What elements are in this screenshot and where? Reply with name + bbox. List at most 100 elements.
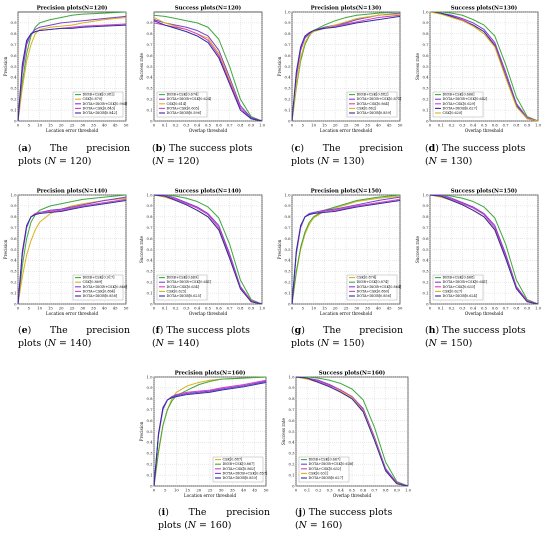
caption-text: plots ( [18,155,48,167]
y-tick-label: 1.0 [284,9,291,14]
y-tick-label: 0.7 [10,225,17,230]
y-tick-label: 0.4 [10,75,17,80]
chart-svg-c: 0 5 10 15 20 25 30 35 40 45 50 0 0.1 0.2 0.3 0.4 0.5 0.6 0… [277,5,403,134]
y-tick-label: 0.4 [284,258,291,263]
x-axis-label: Location error threshold [46,311,99,316]
chart-panel-j: 0 0.1 0.2 0.3 0.4 0.5 0.6 0.7 0.8 0.9 1.0 0 0.1 0.2 0.… [280,367,412,502]
y-tick-label: 0 [292,483,295,488]
y-tick-label: 0.8 [146,214,153,219]
series-line [17,11,127,122]
y-axis-label: Success rate [139,52,144,80]
series-line [291,199,401,305]
caption-letter: j [298,507,303,518]
y-axis-label: Success rate [415,235,420,263]
legend-label: CSK[0.614] [167,102,187,106]
x-tick-label: 0.5 [481,123,488,128]
chart-title: Precision plots(N=150) [311,188,382,195]
chart-title: Precision plots(N=130) [311,5,382,12]
y-tick-label: 0.8 [284,31,291,36]
legend-box [346,274,398,301]
x-tick-label: 0.1 [162,306,168,311]
x-tick-label: 0.6 [216,123,223,128]
caption-text: plots ( [18,337,48,349]
y-tick-label: 0.6 [284,236,291,241]
legend-label: DIOB+CSK[0.668] [443,276,476,280]
y-axis-label: Precision [277,56,282,76]
x-tick-label: 0.3 [183,123,190,128]
legend-label: DOTA+DIOB[0.625] [167,294,202,298]
legend-label: DOTA+DIOB+CSK[0.866] [83,285,129,289]
x-tick-label: 30 [80,123,85,128]
x-tick-label: 45 [387,123,392,128]
x-tick-label: 15 [322,123,327,128]
y-tick-label: 0.8 [146,31,153,36]
y-tick-label: 0.7 [146,225,153,230]
y-tick-label: 0.1 [10,107,16,112]
caption-letter: d [428,143,436,154]
x-tick-label: 40 [102,306,107,311]
legend-label: CSK[0.631] [309,471,329,475]
caption-letter: c [294,143,301,154]
x-axis-label: Location error threshold [46,128,99,133]
legend-label: DOTA+CSK[0.864] [83,289,116,293]
y-tick-label: 1.0 [284,192,291,197]
y-axis-label: Precision [3,239,8,259]
legend-label: DOTA+CSK[0.632] [309,467,342,471]
legend-label: DIOB+CSK[0.981] [83,93,116,97]
x-tick-label: 40 [376,306,381,311]
caption-c: (c) The precision plots (N = 130) [291,143,403,167]
x-axis-label: Overlap threshold [465,128,504,133]
x-axis-label: Overlap threshold [189,311,228,316]
x-tick-label: 1.0 [535,306,542,311]
x-tick-label: 0.8 [237,306,244,311]
caption-text: The success plots [308,507,393,518]
caption-text: The success plots [442,325,526,336]
y-tick-label: 0.2 [422,97,429,102]
y-tick-label: 0.1 [284,290,290,295]
series-line [430,194,539,305]
legend-label: DOTA+CSK[0.634] [167,285,200,289]
x-tick-label: 0.2 [315,488,322,493]
x-tick-label: 0.4 [338,488,345,493]
series-line [153,381,267,487]
legend-label: DOTA+DIOB[0.596] [167,111,202,115]
y-tick-label: 0.2 [10,97,17,102]
y-tick-label: 0.7 [422,42,429,47]
y-tick-label: 0 [150,301,153,306]
x-tick-label: 30 [354,123,359,128]
x-tick-label: 5 [302,306,305,311]
caption-n: N [155,337,164,349]
x-tick-label: 0.7 [227,306,234,311]
x-tick-label: 30 [80,306,85,311]
caption-n-value: = 140) [163,337,200,349]
y-tick-label: 0.8 [10,31,17,36]
y-tick-label: 0.9 [146,20,153,25]
y-tick-label: 0.5 [10,247,17,252]
chart-title: Precision plots(N=140) [37,188,108,195]
legend-label: DOTA+DIOB+CSK[0.871] [357,97,403,101]
y-tick-label: 0.2 [10,280,17,285]
y-tick-label: 0.5 [422,64,429,69]
y-tick-label: 0.2 [288,462,295,467]
legend-label: CSK[0.862] [357,106,377,110]
x-tick-label: 45 [387,306,392,311]
caption-n-value: = 160) [196,519,232,531]
y-tick-label: 0.7 [284,225,291,230]
y-tick-label: 0.1 [284,107,290,112]
y-tick-label: 0.2 [284,280,291,285]
legend-label: DIOB+CSK[0.666] [443,93,476,97]
y-tick-label: 0.3 [146,86,153,91]
caption-n: N [428,155,437,167]
series-line [295,376,409,487]
caption-n: N [428,337,437,349]
caption-letter: e [21,325,28,336]
x-tick-label: 15 [48,306,53,311]
caption-n-value: = 150) [436,337,473,349]
y-tick-label: 0.6 [10,53,17,58]
legend-label: DOTA+DIOB[0.627] [309,476,344,480]
y-tick-label: 0.1 [10,290,16,295]
y-tick-label: 0.5 [146,429,153,434]
x-tick-label: 0.2 [173,123,180,128]
y-tick-label: 0.3 [10,269,17,274]
y-tick-label: 0.4 [284,75,291,80]
